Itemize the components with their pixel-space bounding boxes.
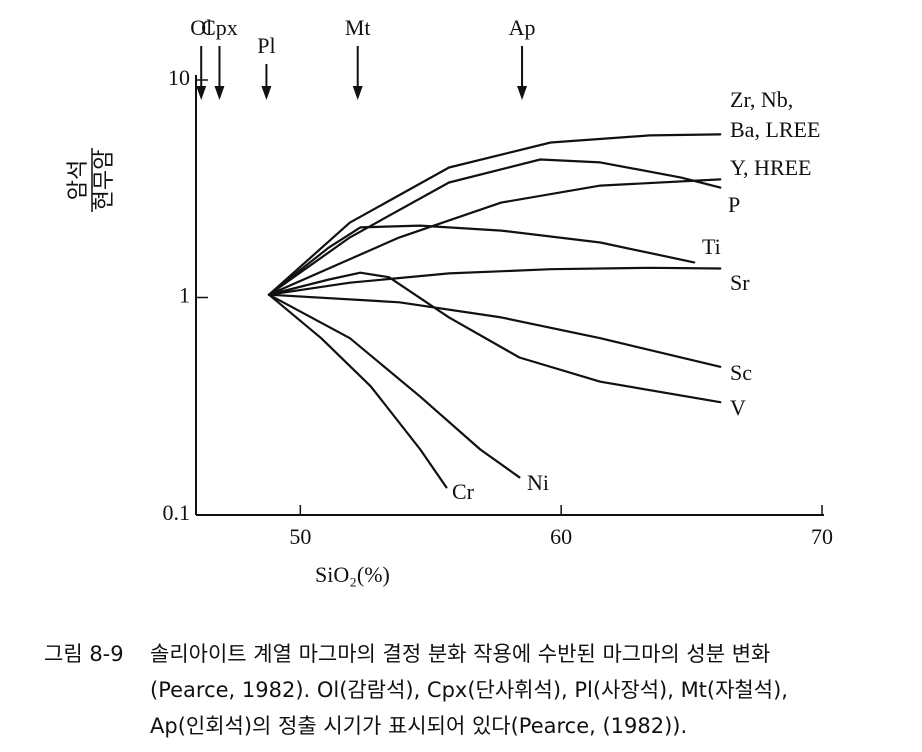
caption-number: 그림 8-9 <box>44 642 124 666</box>
arrow-head <box>261 86 272 100</box>
series-line <box>267 133 722 296</box>
series-line <box>267 293 448 489</box>
series-label: Ti <box>702 234 721 259</box>
series-label: Cr <box>452 479 474 504</box>
caption-line: Ap(인회석)의 정출 시기가 표시되어 있다(Pearce, (1982)). <box>150 714 688 738</box>
x-axis-label: SiO₂(%) <box>315 562 390 587</box>
mineral-label: Ap <box>509 15 536 40</box>
mineral-label: Cpx <box>201 15 238 40</box>
series-line <box>267 158 722 296</box>
series-label: Ni <box>527 470 549 495</box>
x-tick-label: 60 <box>550 524 572 549</box>
y-tick-label: 10 <box>168 65 190 90</box>
series-label: Sr <box>730 270 750 295</box>
mineral-label: Mt <box>345 15 371 40</box>
series-label: Y, HREE <box>730 155 812 180</box>
arrow-head <box>517 86 528 100</box>
arrow-head <box>352 86 363 100</box>
arrow-head <box>214 86 225 100</box>
series-label: Sc <box>730 360 752 385</box>
series-line <box>267 271 722 404</box>
series-line <box>267 178 722 296</box>
arrow-head <box>196 86 207 100</box>
caption-line: 솔리아이트 계열 마그마의 결정 분화 작용에 수반된 마그마의 성분 변화 <box>150 642 771 666</box>
series-label: P <box>728 192 741 217</box>
mineral-label: Pl <box>257 33 275 58</box>
y-label-numerator: 암석 <box>65 160 90 200</box>
series-line <box>267 293 521 479</box>
caption-line: (Pearce, 1982). Ol(감람석), Cpx(단사휘석), Pl(사… <box>150 678 788 702</box>
y-label-denominator: 현무암 <box>91 150 116 211</box>
series-label: Zr, Nb, Ba, LREE <box>730 87 821 142</box>
y-axis-label: 암석 현무암 <box>65 148 116 212</box>
series-line <box>267 293 722 368</box>
x-tick-label: 50 <box>289 524 311 549</box>
x-tick-label: 70 <box>811 524 833 549</box>
series-line <box>267 224 696 296</box>
mineral-label: Ol <box>190 15 212 40</box>
y-tick-label: 0.1 <box>163 500 191 525</box>
series-label: V <box>730 395 746 420</box>
y-tick-label: 1 <box>179 283 190 308</box>
series-line <box>267 266 722 296</box>
